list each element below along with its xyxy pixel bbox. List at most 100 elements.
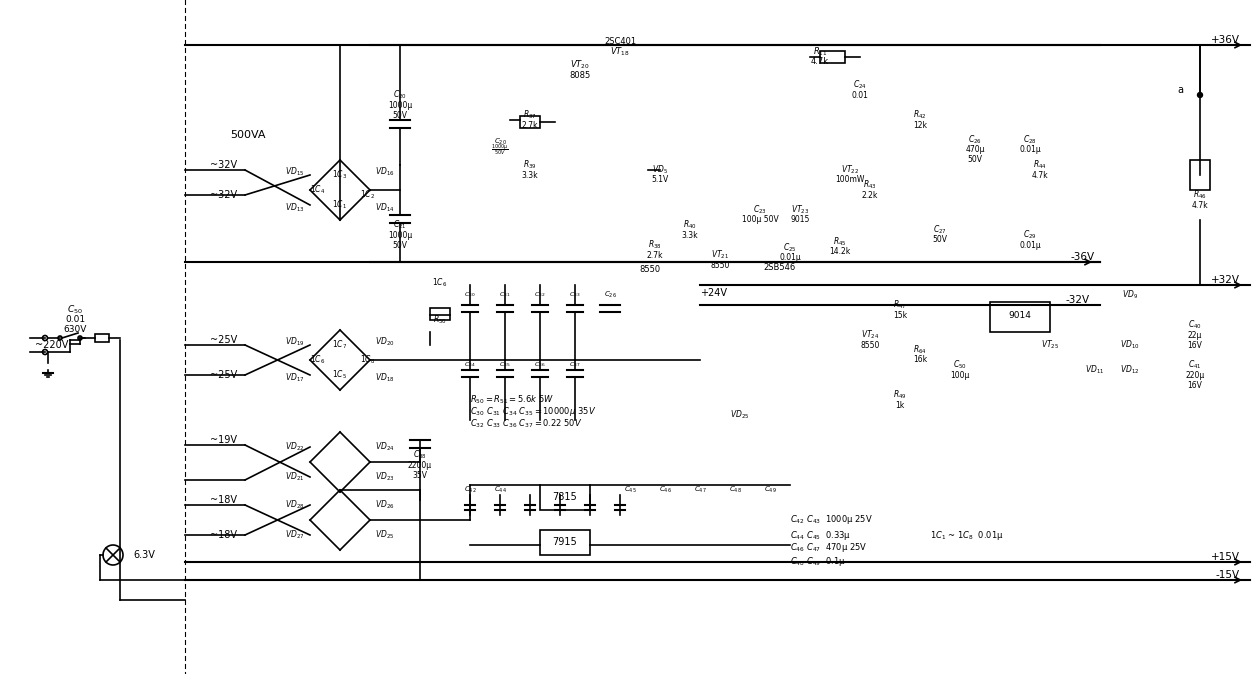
Text: $R_{42}$: $R_{42}$ (914, 109, 927, 121)
Text: a: a (1177, 85, 1183, 95)
Text: $1C_4$: $1C_4$ (310, 184, 325, 196)
Text: $R_{39}$: $R_{39}$ (523, 159, 537, 171)
Text: 2SB546: 2SB546 (764, 264, 796, 272)
Text: $1C_6$: $1C_6$ (432, 277, 447, 289)
Text: $C_{32}\ C_{33}\ C_{36}\ C_{37}=0.22\ 50V$: $C_{32}\ C_{33}\ C_{36}\ C_{37}=0.22\ 50… (470, 418, 582, 430)
Text: $C_{46}$ $C_{47}$  470μ 25V: $C_{46}$ $C_{47}$ 470μ 25V (790, 541, 867, 555)
Text: 14.2k: 14.2k (829, 247, 851, 257)
Text: 8550: 8550 (711, 260, 730, 270)
Bar (430, 308, 450, 320)
Text: $VD_{28}$: $VD_{28}$ (285, 499, 305, 512)
Text: $C_{31}$: $C_{31}$ (499, 290, 510, 299)
Text: $R_{45}$: $R_{45}$ (833, 236, 847, 248)
Text: $C_{42}$: $C_{42}$ (464, 485, 476, 495)
Text: 2200μ: 2200μ (408, 460, 432, 470)
Circle shape (1197, 92, 1202, 98)
Text: $VD_{23}$: $VD_{23}$ (375, 470, 394, 483)
Text: ~32V: ~32V (210, 190, 237, 200)
Text: $VD_{12}$: $VD_{12}$ (1120, 364, 1140, 376)
Text: $C_{28}$: $C_{28}$ (1023, 133, 1037, 146)
Text: $VD_5$: $VD_5$ (651, 164, 668, 176)
Text: 7915: 7915 (553, 537, 577, 547)
Text: $C_{33}$: $C_{33}$ (570, 290, 581, 299)
Bar (541, 530, 590, 555)
Text: 100μ: 100μ (950, 371, 970, 379)
Text: $1C_8$: $1C_8$ (360, 354, 375, 366)
Text: $C_{48}$ $C_{49}$  0.1μ: $C_{48}$ $C_{49}$ 0.1μ (790, 555, 845, 568)
Text: $VT_{21}$: $VT_{21}$ (711, 249, 730, 262)
Text: $C_{40}$: $C_{40}$ (1188, 319, 1202, 331)
Text: $VD_{19}$: $VD_{19}$ (285, 336, 305, 348)
Text: 2.7k: 2.7k (522, 121, 538, 129)
Text: $1C_1$ ~ $1C_8$  0.01μ: $1C_1$ ~ $1C_8$ 0.01μ (930, 528, 1004, 541)
Text: $VD_{25}$: $VD_{25}$ (375, 528, 394, 541)
Text: $C_{42}$ $C_{43}$  1000μ 25V: $C_{42}$ $C_{43}$ 1000μ 25V (790, 514, 873, 526)
Text: $R_{37}$: $R_{37}$ (523, 109, 537, 121)
Text: 0.01: 0.01 (66, 315, 86, 324)
Text: $VD_{26}$: $VD_{26}$ (375, 499, 394, 512)
Text: $R_{38}$: $R_{38}$ (648, 239, 662, 251)
Text: -32V: -32V (1066, 295, 1090, 305)
Text: 16V: 16V (1188, 340, 1202, 350)
Text: $C_{47}$: $C_{47}$ (694, 485, 707, 495)
Text: +36V: +36V (1211, 35, 1240, 45)
Text: 100μ 50V: 100μ 50V (742, 216, 779, 224)
Text: $C_{27}$: $C_{27}$ (934, 224, 946, 237)
Text: 2.7k: 2.7k (646, 251, 663, 259)
Text: +15V: +15V (1211, 552, 1240, 562)
Bar (1189, 160, 1210, 190)
Text: ~18V: ~18V (210, 495, 237, 505)
Text: $C_{20}$: $C_{20}$ (494, 137, 507, 147)
Text: $VT_{24}$: $VT_{24}$ (861, 329, 879, 341)
Text: $R_{44}$: $R_{44}$ (1033, 159, 1047, 171)
Text: 50V: 50V (393, 111, 407, 119)
Text: 0.01μ: 0.01μ (1019, 241, 1041, 249)
Text: +24V: +24V (701, 288, 727, 298)
Text: 8085: 8085 (570, 71, 591, 80)
Text: -36V: -36V (1071, 252, 1095, 262)
Text: $\frac{1000μ}{50V}$: $\frac{1000μ}{50V}$ (491, 143, 509, 158)
Text: $C_{50}$: $C_{50}$ (67, 304, 83, 316)
Text: ~18V: ~18V (210, 530, 237, 540)
Text: $C_{23}$: $C_{23}$ (753, 204, 767, 216)
Text: $C_{36}$: $C_{36}$ (534, 361, 546, 369)
Text: $VT_{22}$: $VT_{22}$ (840, 164, 859, 176)
Text: $R_{50}$: $R_{50}$ (433, 314, 447, 326)
Text: 0.01μ: 0.01μ (1019, 146, 1041, 154)
Bar (541, 485, 590, 510)
Text: $VD_{27}$: $VD_{27}$ (285, 528, 305, 541)
Text: $C_{32}$: $C_{32}$ (534, 290, 546, 299)
Text: 5.1V: 5.1V (651, 175, 669, 185)
Text: 470μ: 470μ (965, 146, 985, 154)
Text: 100mW: 100mW (835, 175, 864, 185)
Text: $C_{48}$: $C_{48}$ (728, 485, 741, 495)
Text: $C_{20}$: $C_{20}$ (393, 89, 407, 101)
Text: $C_{34}$: $C_{34}$ (464, 361, 476, 369)
Text: $R_{46}$: $R_{46}$ (1193, 189, 1207, 202)
Text: ~32V: ~32V (210, 160, 237, 170)
Text: -15V: -15V (1216, 570, 1240, 580)
Text: 16V: 16V (1188, 381, 1202, 390)
Text: 4.7k: 4.7k (1192, 200, 1208, 210)
Text: 4.7k: 4.7k (811, 57, 829, 67)
Text: ~25V: ~25V (210, 335, 237, 345)
Text: $VD_{18}$: $VD_{18}$ (375, 372, 394, 384)
Text: $1C_3$: $1C_3$ (333, 168, 348, 181)
Bar (990, 302, 1050, 332)
Text: $VD_{15}$: $VD_{15}$ (285, 166, 305, 178)
Text: 2SC401: 2SC401 (604, 38, 636, 47)
Text: $C_{37}$: $C_{37}$ (570, 361, 581, 369)
Text: ~220V: ~220V (35, 340, 68, 350)
Text: 22μ: 22μ (1188, 330, 1202, 340)
Text: $VD_{13}$: $VD_{13}$ (285, 202, 305, 214)
Text: 3.3k: 3.3k (682, 231, 698, 239)
Text: $1C_7$: $1C_7$ (333, 339, 348, 351)
Text: $1C_2$: $1C_2$ (360, 189, 375, 202)
Text: $C_{30}$: $C_{30}$ (464, 290, 476, 299)
Text: 15k: 15k (893, 311, 907, 319)
Text: $C_{25}$: $C_{25}$ (784, 242, 796, 254)
Text: 500VA: 500VA (231, 130, 266, 140)
Text: $VD_9$: $VD_9$ (1121, 288, 1138, 301)
Text: $C_{30}\ C_{31}\ C_{34}\ C_{35}=10000μ\ 35V$: $C_{30}\ C_{31}\ C_{34}\ C_{35}=10000μ\ … (470, 406, 596, 419)
Text: $VD_{17}$: $VD_{17}$ (285, 372, 305, 384)
